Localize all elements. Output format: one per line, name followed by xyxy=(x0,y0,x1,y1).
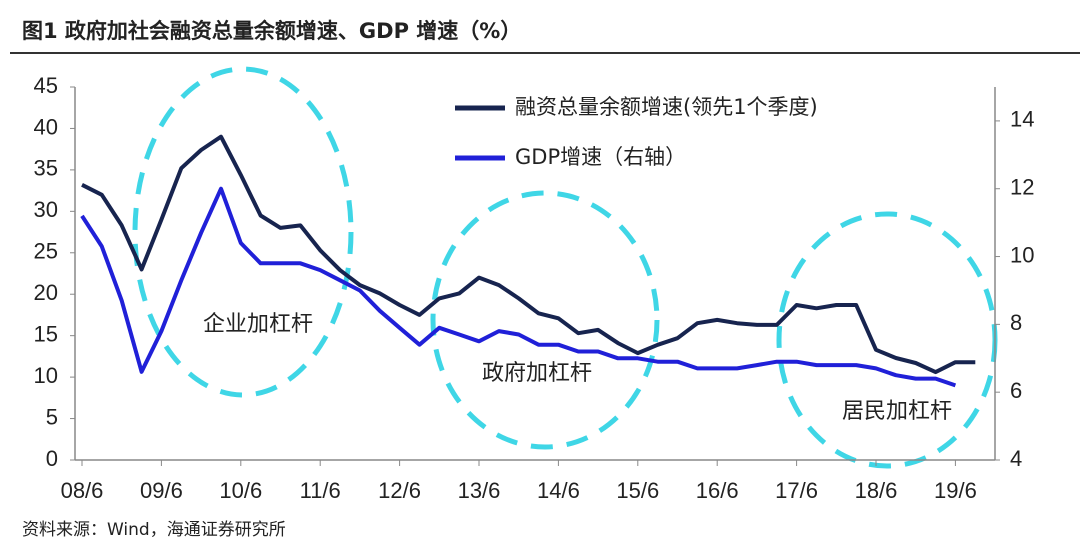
series-line xyxy=(81,134,976,375)
y-tick-label: 45 xyxy=(34,73,58,98)
y2-tick-label: 8 xyxy=(1010,310,1022,335)
x-tick-label: 13/6 xyxy=(458,478,501,503)
annotation: 企业加杠杆 xyxy=(203,312,313,337)
x-tick-label: 14/6 xyxy=(537,478,580,503)
y-tick-label: 25 xyxy=(34,239,58,264)
chart-title: 图1 政府加社会融资总量余额增速、GDP 增速（%） xyxy=(22,19,521,43)
x-tick-label: 09/6 xyxy=(140,478,183,503)
y-tick-label: 0 xyxy=(46,446,58,471)
y-tick-label: 40 xyxy=(34,114,58,139)
x-tick-label: 18/6 xyxy=(855,478,898,503)
x-tick-label: 15/6 xyxy=(616,478,659,503)
x-tick-label: 11/6 xyxy=(300,478,341,503)
x-tick-label: 12/6 xyxy=(378,478,421,503)
y-tick-label: 20 xyxy=(34,280,58,305)
y-tick-label: 15 xyxy=(34,321,58,346)
annotation: 政府加杠杆 xyxy=(482,361,592,386)
y2-tick-label: 4 xyxy=(1010,446,1022,471)
x-tick-label: 17/6 xyxy=(775,478,818,503)
x-tick-label: 19/6 xyxy=(934,478,977,503)
y-tick-label: 10 xyxy=(34,363,58,388)
y2-tick-label: 10 xyxy=(1010,242,1034,267)
y2-tick-label: 12 xyxy=(1010,175,1034,200)
legend-label: GDP增速（右轴） xyxy=(515,145,686,169)
y2-tick-label: 14 xyxy=(1010,107,1034,132)
x-tick-label: 10/6 xyxy=(219,478,262,503)
series-line xyxy=(80,186,957,388)
x-tick-label: 16/6 xyxy=(696,478,739,503)
y2-tick-label: 6 xyxy=(1010,378,1022,403)
legend-label: 融资总量余额增速(领先1个季度) xyxy=(515,95,818,119)
x-tick-label: 08/6 xyxy=(61,478,104,503)
y-tick-label: 5 xyxy=(46,404,58,429)
annotation: 居民加杠杆 xyxy=(842,399,952,424)
y-tick-label: 35 xyxy=(34,156,58,181)
y-tick-label: 30 xyxy=(34,197,58,222)
source: 资料来源：Wind，海通证券研究所 xyxy=(22,520,286,540)
